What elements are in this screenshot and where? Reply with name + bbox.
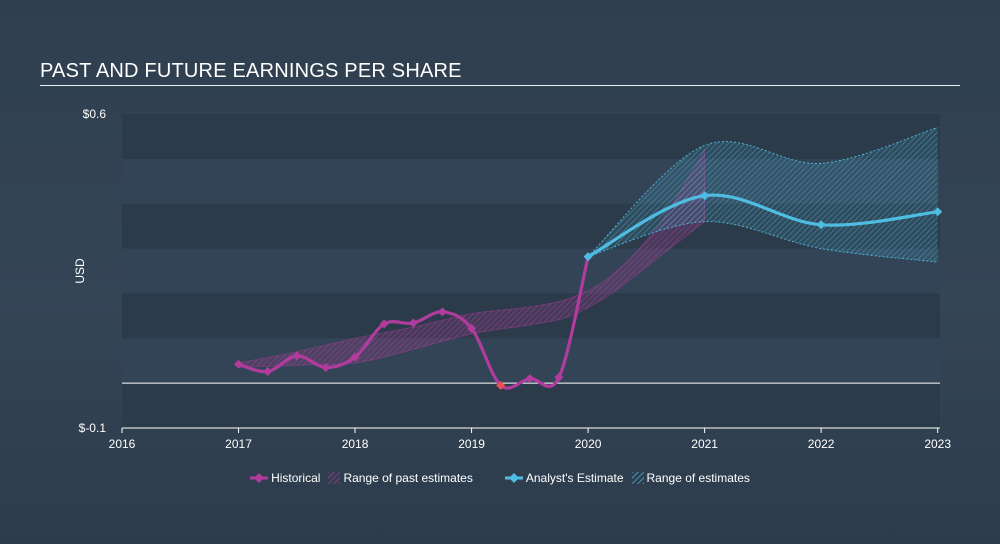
historical-point: [263, 366, 273, 376]
estimate-point: [816, 220, 826, 230]
estimate-line: [587, 193, 938, 259]
estimate-point: [933, 207, 943, 217]
future-estimates-range: [588, 127, 938, 263]
x-tick-label: 2021: [691, 437, 718, 451]
historical-point: [554, 372, 564, 382]
future-range-upper-edge: [587, 126, 938, 258]
historical-point: [234, 359, 244, 369]
legend-estimate-label: Analyst's Estimate: [525, 471, 624, 485]
future-range-lower-edge: [587, 221, 938, 263]
page-title: PAST AND FUTURE EARNINGS PER SHARE: [40, 60, 462, 82]
axis-labels: 2016 2017 2018 2019 2020 2021 2022 2023 $0.6 $-0.…: [73, 107, 951, 451]
historical-point: [496, 380, 506, 390]
title-divider: [40, 85, 960, 86]
x-tick-label: 2020: [575, 437, 602, 451]
historical-swatch-icon: [250, 473, 269, 483]
legend-past-range[interactable]: Range of past estimates: [328, 471, 473, 485]
legend: Historical Range of past estimates Analy…: [0, 468, 1000, 488]
historical-point: [408, 318, 418, 328]
y-tick-label-top: $0.6: [83, 107, 107, 121]
estimate-swatch-icon: [504, 473, 523, 483]
legend-future-range[interactable]: Range of estimates: [631, 471, 750, 485]
grid-band: [122, 114, 940, 159]
estimate-point: [700, 191, 710, 201]
x-axis: [121, 427, 940, 433]
historical-point: [350, 352, 360, 362]
legend-historical[interactable]: Historical: [250, 471, 320, 485]
legend-future-range-label: Range of estimates: [646, 471, 750, 485]
estimate-point: [583, 252, 593, 262]
x-tick-label: 2016: [109, 437, 136, 451]
future-range-swatch-icon: [631, 472, 644, 484]
x-tick-label: 2018: [342, 437, 369, 451]
historical-point: [467, 323, 477, 333]
legend-historical-label: Historical: [271, 471, 321, 485]
x-tick-label: 2022: [808, 437, 835, 451]
historical-point: [525, 374, 535, 384]
x-tick-label: 2019: [458, 437, 485, 451]
x-tick-label: 2017: [225, 437, 252, 451]
historical-point: [321, 362, 331, 372]
y-axis-label: USD: [73, 258, 87, 284]
y-tick-label-bottom: $-0.1: [79, 421, 107, 435]
historical-point: [292, 351, 302, 361]
grid-band: [122, 383, 940, 428]
legend-past-range-label: Range of past estimates: [343, 471, 473, 485]
past-range-swatch-icon: [328, 472, 341, 484]
historical-point: [379, 319, 389, 329]
series-points: [234, 191, 943, 390]
legend-estimate[interactable]: Analyst's Estimate: [504, 471, 624, 485]
grid-band: [122, 248, 940, 294]
historical-point: [437, 307, 447, 317]
x-tick-label: 2023: [924, 437, 951, 451]
